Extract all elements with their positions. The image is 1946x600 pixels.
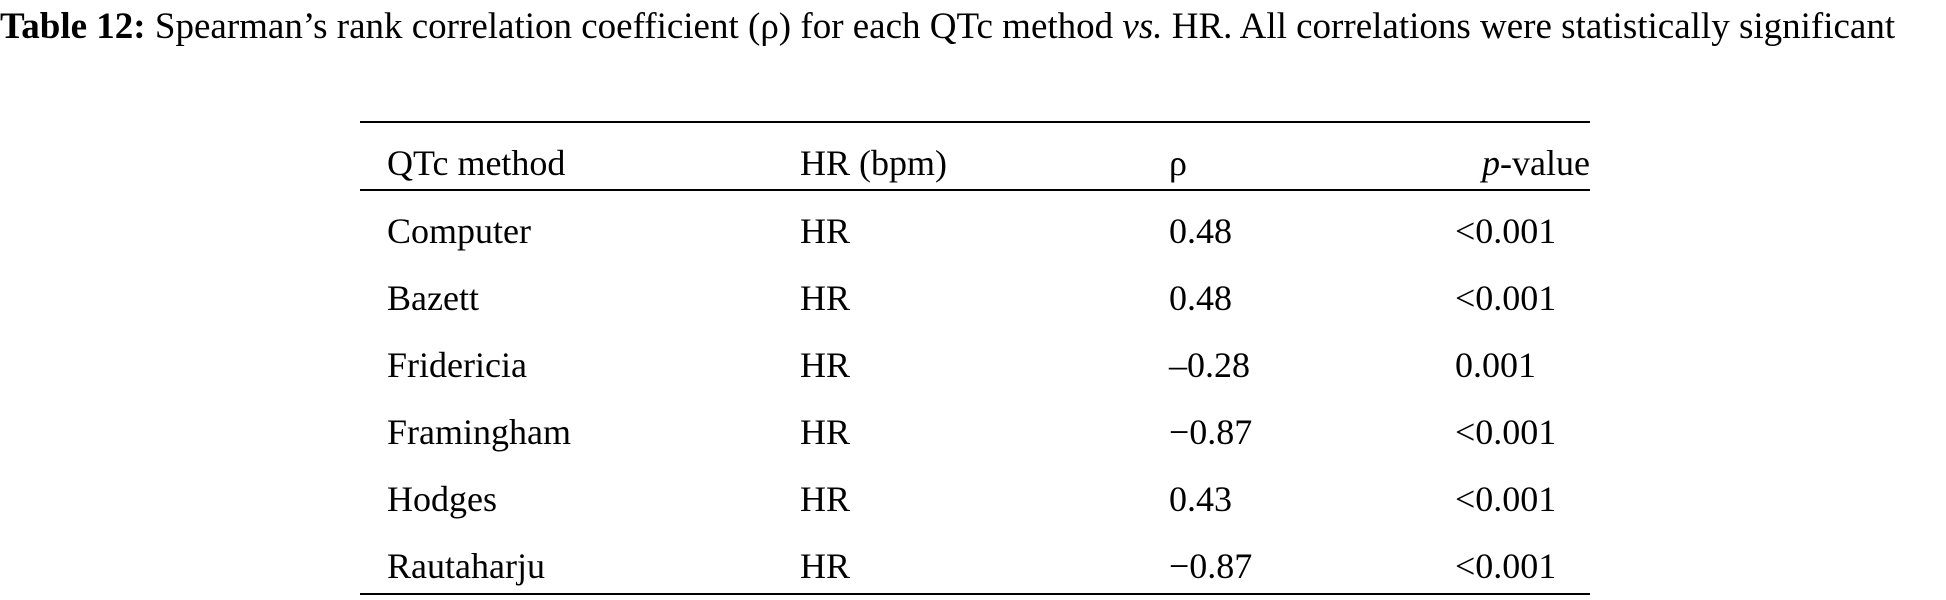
table-cell: 0.43	[1169, 479, 1232, 519]
table-cell: –0.28	[1169, 345, 1250, 385]
table-cell: Rautaharju	[387, 546, 545, 586]
header-cell: ρ	[1169, 143, 1187, 183]
header-cell: p-value	[1482, 141, 1590, 185]
table-cell: <0.001	[1455, 278, 1557, 318]
header-cell: QTc method	[387, 143, 566, 183]
caption-label: Table 12:	[0, 6, 146, 47]
caption-emphasis: vs.	[1122, 6, 1163, 47]
table-cell: 0.48	[1169, 211, 1232, 251]
table-cell: −0.87	[1169, 412, 1253, 452]
table-cell: Framingham	[387, 412, 571, 452]
table-cell: <0.001	[1455, 211, 1557, 251]
caption-text: Spearman’s rank correlation coefficient …	[154, 6, 1123, 47]
header-rule	[360, 189, 1590, 191]
table-cell: <0.001	[1455, 412, 1557, 452]
table-cell: HR	[800, 412, 851, 452]
table-cell: <0.001	[1455, 479, 1557, 519]
header-cell: HR (bpm)	[800, 143, 947, 183]
table-cell: 0.001	[1455, 345, 1536, 385]
bottom-rule	[360, 593, 1590, 595]
table-cell: Fridericia	[387, 345, 527, 385]
table-caption: Table 12: Spearman’s rank correlation co…	[0, 2, 1946, 52]
table-cell: HR	[800, 345, 851, 385]
table-cell: Bazett	[387, 278, 479, 318]
table-cell: <0.001	[1455, 546, 1557, 586]
table-cell: HR	[800, 278, 851, 318]
table-cell: HR	[800, 211, 851, 251]
table-cell: HR	[800, 479, 851, 519]
table-cell: HR	[800, 546, 851, 586]
table-cell: Computer	[387, 211, 531, 251]
header-italic: p	[1482, 143, 1501, 183]
top-rule	[360, 121, 1590, 123]
header-text: -value	[1500, 143, 1590, 183]
table-cell: 0.48	[1169, 278, 1232, 318]
table-cell: −0.87	[1169, 546, 1253, 586]
table-cell: Hodges	[387, 479, 497, 519]
caption-text: HR. All correlations were statistically …	[1162, 6, 1896, 47]
